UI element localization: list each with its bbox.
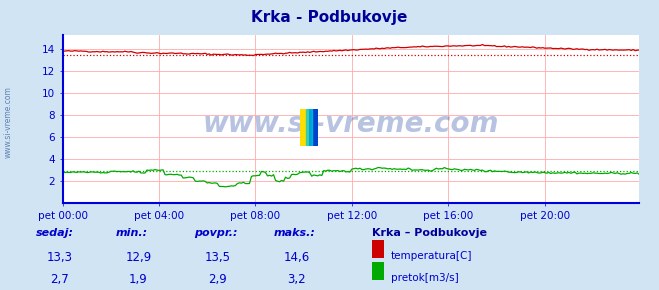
Text: pretok[m3/s]: pretok[m3/s] [391,273,459,283]
Text: www.si-vreme.com: www.si-vreme.com [203,110,499,138]
Text: 13,3: 13,3 [46,251,72,264]
Polygon shape [309,109,318,146]
Text: 3,2: 3,2 [287,273,306,286]
Text: temperatura[C]: temperatura[C] [391,251,473,261]
Text: 12,9: 12,9 [125,251,152,264]
Text: Krka - Podbukovje: Krka - Podbukovje [251,10,408,25]
Text: www.si-vreme.com: www.si-vreme.com [3,86,13,158]
Polygon shape [306,109,312,146]
Text: 2,9: 2,9 [208,273,227,286]
Text: Krka – Podbukovje: Krka – Podbukovje [372,228,488,238]
Text: 13,5: 13,5 [204,251,231,264]
Text: povpr.:: povpr.: [194,228,238,238]
Text: 1,9: 1,9 [129,273,148,286]
Bar [300,109,309,146]
Text: 14,6: 14,6 [283,251,310,264]
Text: 2,7: 2,7 [50,273,69,286]
Text: min.:: min.: [115,228,148,238]
Text: maks.:: maks.: [273,228,316,238]
Text: sedaj:: sedaj: [36,228,74,238]
